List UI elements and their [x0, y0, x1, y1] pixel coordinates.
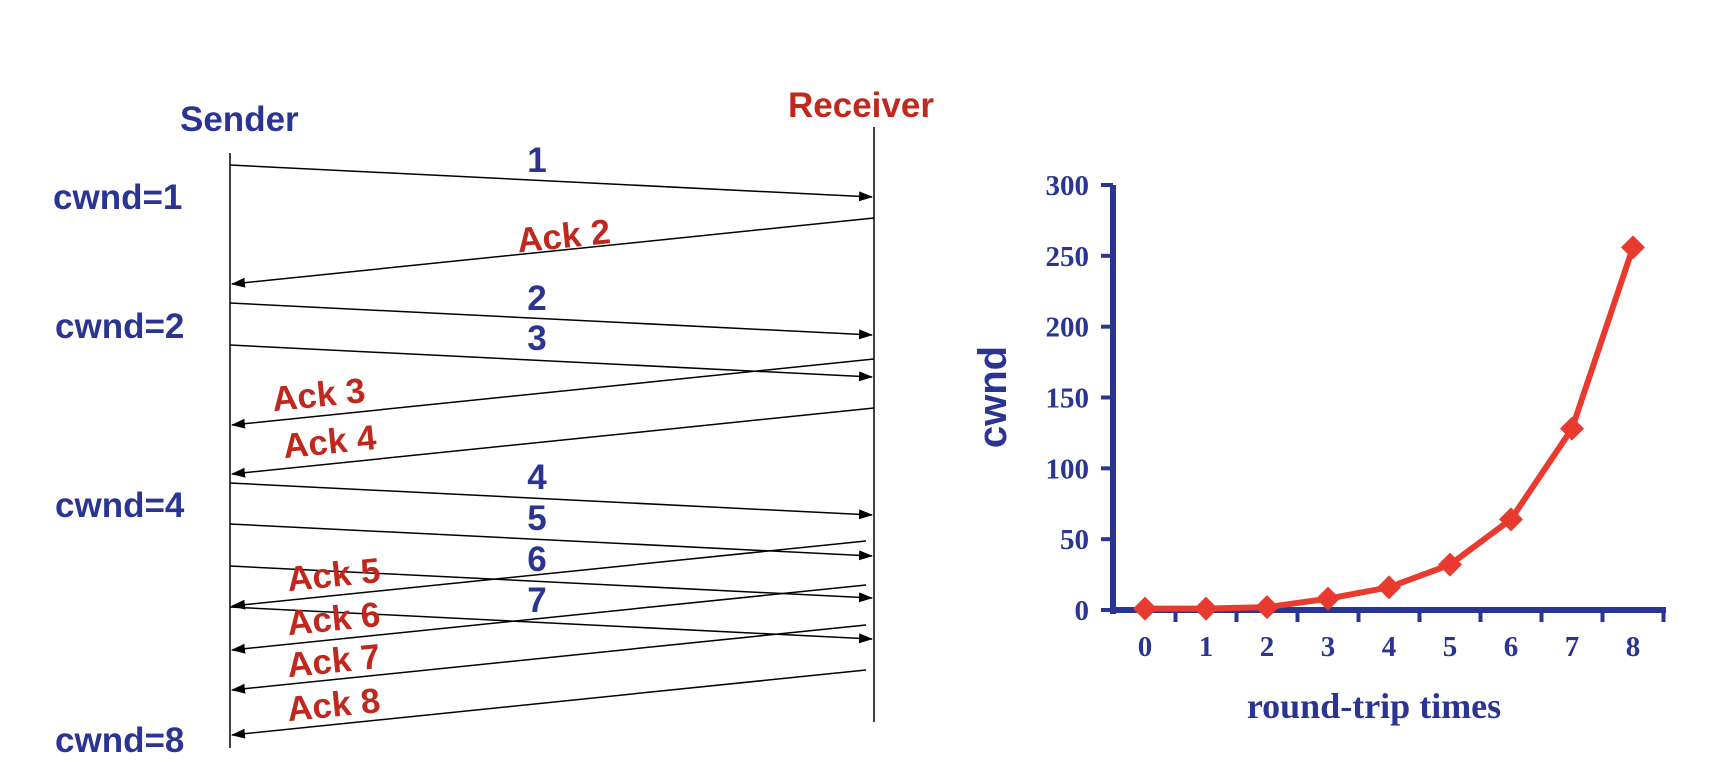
segment-arrow-2: [229, 302, 873, 340]
y-axis-label: cwnd: [971, 346, 1015, 448]
x-tick-label-3: 3: [1321, 631, 1336, 663]
ack-label-2: Ack 2: [515, 212, 612, 260]
segment-arrow-3: [229, 344, 873, 382]
x-tick-label-8: 8: [1626, 631, 1641, 663]
cwnd-chart: 0 50 100 150 200 250 300 0 1 2 3 4 5 6 7 8 round-trip t…: [971, 170, 1666, 726]
data-point-8: [1621, 235, 1645, 260]
x-axis-label: round-trip times: [1247, 686, 1501, 726]
ack-arrow-4: [231, 407, 875, 478]
x-tick-label-7: 7: [1565, 631, 1580, 663]
receiver-label: Receiver: [788, 86, 934, 125]
cwnd-label-1: cwnd=1: [53, 178, 182, 217]
segment-label-7: 7: [527, 581, 546, 620]
chart-ticks: 0 50 100 150 200 250 300 0 1 2 3 4 5 6 7 8: [1046, 170, 1666, 663]
data-point-5: [1438, 552, 1462, 577]
data-point-1: [1194, 596, 1218, 621]
ack-label-6: Ack 6: [285, 595, 382, 643]
data-point-3: [1316, 586, 1340, 611]
y-tick-label-4: 200: [1046, 312, 1090, 344]
segment-label-1: 1: [527, 141, 546, 180]
ack-label-4: Ack 4: [281, 418, 378, 466]
x-tick-label-5: 5: [1443, 631, 1458, 663]
segment-label-5: 5: [527, 499, 546, 538]
y-tick-label-1: 50: [1060, 524, 1089, 556]
segment-label-2: 2: [527, 279, 546, 318]
ack-arrow-2: [231, 217, 875, 288]
y-tick-label-5: 250: [1046, 241, 1090, 273]
segment-arrow-7: [229, 606, 873, 644]
sender-label: Sender: [180, 100, 299, 139]
x-tick-label-1: 1: [1199, 631, 1214, 663]
chart-series: [1133, 235, 1645, 621]
ack-label-7: Ack 7: [285, 637, 382, 685]
x-tick-label-4: 4: [1382, 631, 1397, 663]
ack-arrow-7: [231, 624, 867, 694]
ack-arrow-3: [231, 358, 875, 429]
cwnd-label-4: cwnd=4: [55, 486, 185, 525]
ack-label-5: Ack 5: [285, 551, 382, 599]
y-tick-label-2: 100: [1046, 453, 1090, 485]
x-tick-label-2: 2: [1260, 631, 1275, 663]
y-tick-label-3: 150: [1046, 383, 1090, 415]
cwnd-label-8: cwnd=8: [55, 721, 184, 760]
cwnd-label-2: cwnd=2: [55, 307, 184, 346]
data-point-2: [1255, 595, 1279, 620]
segment-arrow-6: [229, 565, 873, 603]
ack-arrow-5: [231, 540, 867, 610]
y-tick-label-6: 300: [1046, 170, 1090, 202]
segment-arrow-5: [229, 523, 873, 561]
x-tick-label-0: 0: [1138, 631, 1153, 663]
ack-label-3: Ack 3: [270, 371, 367, 419]
segment-label-3: 3: [527, 319, 546, 358]
segment-label-4: 4: [527, 458, 547, 497]
segment-arrow-1: [229, 164, 873, 202]
segment-arrow-4: [229, 482, 873, 520]
ack-arrow-6: [231, 584, 867, 654]
ack-arrow-8: [231, 669, 867, 739]
series-line: [1145, 246, 1636, 612]
data-point-6: [1499, 507, 1523, 532]
segment-label-6: 6: [527, 540, 546, 579]
x-tick-label-6: 6: [1504, 631, 1519, 663]
data-point-7: [1560, 416, 1584, 441]
data-point-0: [1133, 596, 1157, 621]
data-point-4: [1377, 575, 1401, 600]
y-tick-label-0: 0: [1075, 595, 1090, 627]
ack-label-8: Ack 8: [285, 681, 382, 729]
sequence-diagram: Sender Receiver cwnd=1 cwnd=2 cwnd=4 cwn…: [53, 86, 934, 760]
